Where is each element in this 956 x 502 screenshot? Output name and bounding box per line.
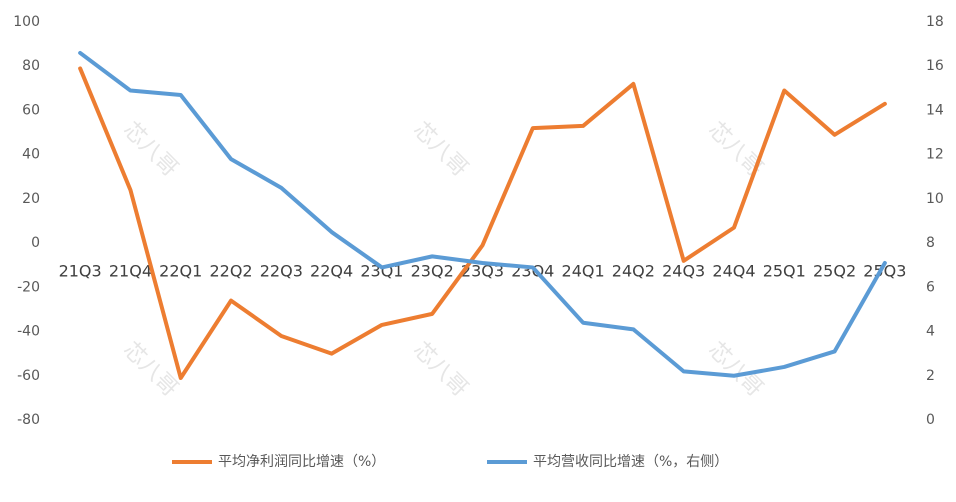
x-tick-label: 24Q3	[662, 262, 705, 281]
y2-tick-label: 8	[926, 235, 935, 251]
legend-label: 平均净利润同比增速（%）	[218, 454, 385, 470]
legend-label: 平均营收同比增速（%，右侧）	[533, 454, 728, 470]
y-tick-label: -80	[17, 412, 40, 428]
x-tick-label: 21Q4	[109, 262, 152, 281]
watermark: 芯八哥	[408, 117, 472, 181]
y2-tick-label: 14	[926, 102, 944, 118]
watermark: 芯八哥	[703, 117, 767, 181]
x-tick-label: 25Q3	[863, 262, 906, 281]
y-tick-label: 20	[22, 191, 40, 207]
y2-tick-label: 10	[926, 191, 944, 207]
y-tick-label: 60	[22, 102, 40, 118]
y2-tick-label: 12	[926, 147, 944, 163]
x-tick-label: 21Q3	[59, 262, 102, 281]
x-tick-label: 23Q2	[411, 262, 454, 281]
series-line	[78, 50, 887, 378]
y-tick-label: 80	[22, 58, 40, 74]
y-tick-label: -40	[17, 324, 40, 340]
watermark: 芯八哥	[118, 117, 182, 181]
y2-tick-label: 2	[926, 368, 935, 384]
x-tick-label: 24Q4	[712, 262, 755, 281]
y2-tick-label: 16	[926, 58, 944, 74]
y2-tick-label: 6	[926, 279, 935, 295]
x-tick-label: 22Q2	[209, 262, 252, 281]
x-tick-label: 22Q1	[159, 262, 202, 281]
y-tick-label: -20	[17, 279, 40, 295]
x-tick-label: 25Q2	[813, 262, 856, 281]
x-tick-label: 24Q2	[612, 262, 655, 281]
x-tick-label: 23Q3	[461, 262, 504, 281]
x-tick-label: 22Q3	[260, 262, 303, 281]
x-tick-label: 25Q1	[763, 262, 806, 281]
y2-tick-label: 4	[926, 324, 935, 340]
y-tick-label: 100	[13, 14, 40, 30]
y-tick-label: 40	[22, 147, 40, 163]
series-line	[78, 66, 887, 380]
y-tick-label: -60	[17, 368, 40, 384]
x-tick-label: 22Q4	[310, 262, 353, 281]
y-tick-label: 0	[31, 235, 40, 251]
y2-tick-label: 18	[926, 14, 944, 30]
y2-tick-label: 0	[926, 412, 935, 428]
x-tick-label: 24Q1	[562, 262, 605, 281]
watermark: 芯八哥	[408, 337, 472, 401]
